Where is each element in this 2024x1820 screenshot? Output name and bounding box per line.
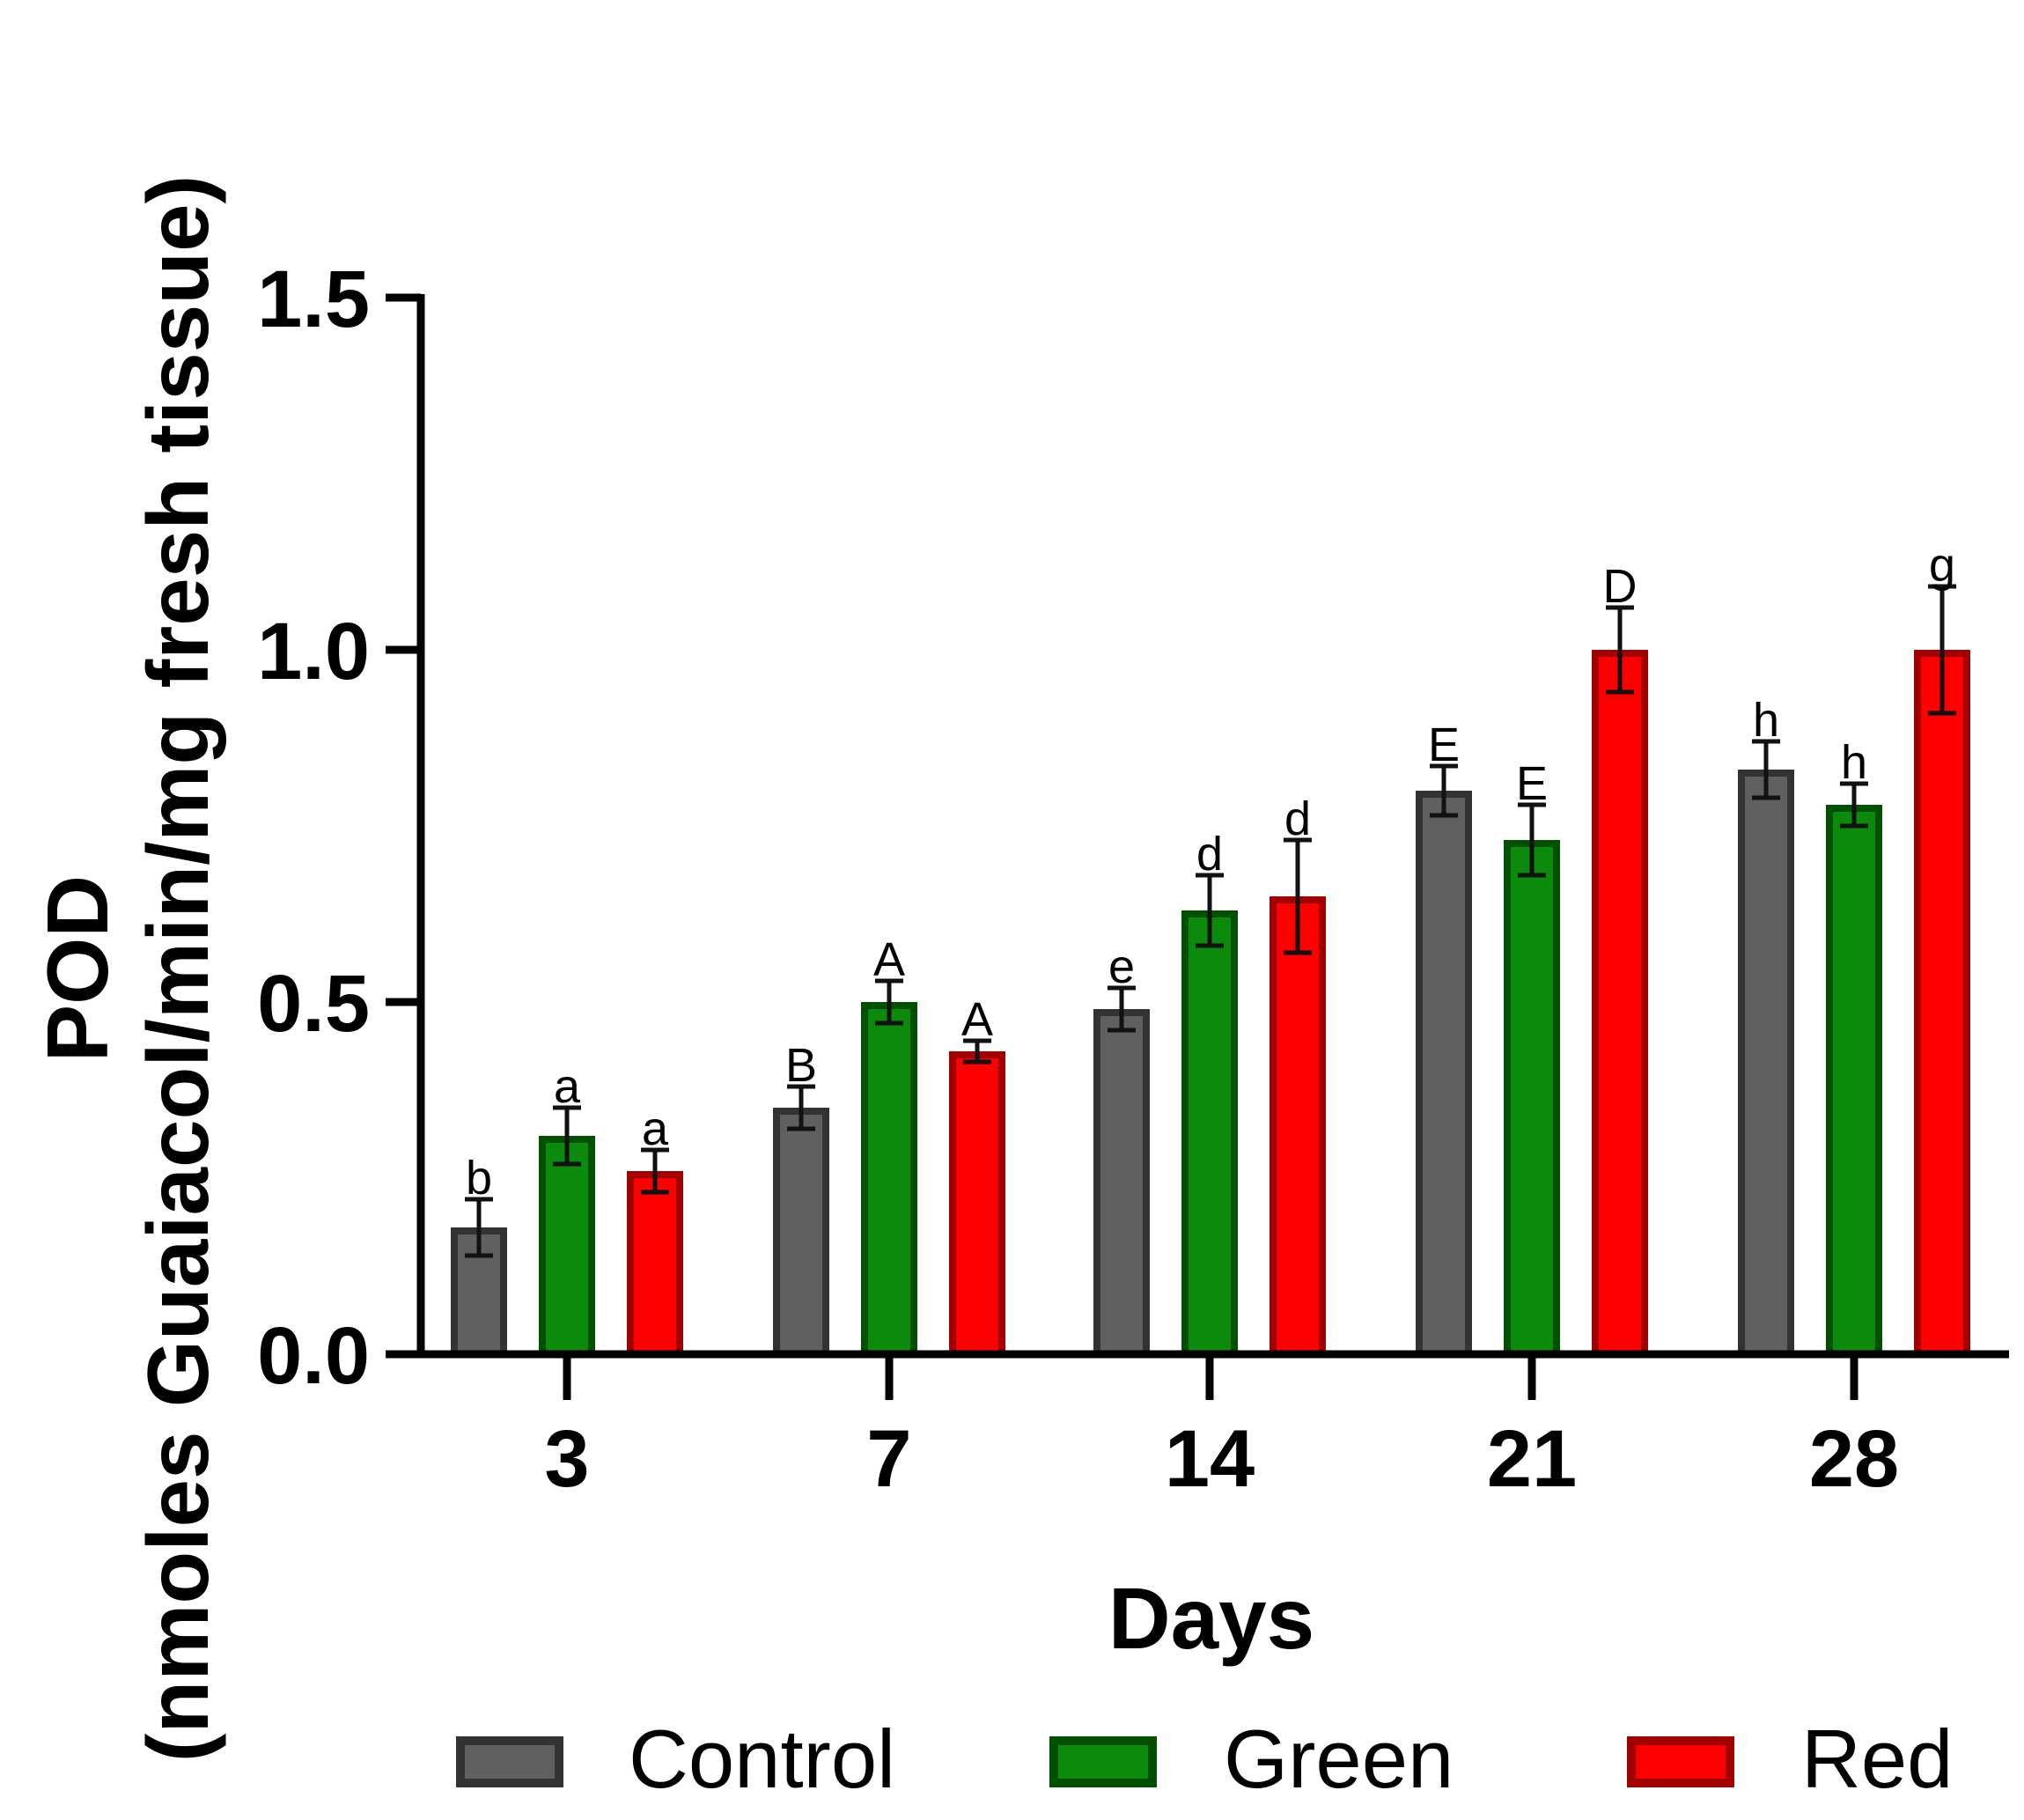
error-bar-control-day-21 xyxy=(1430,763,1458,818)
error-bar-red-day-3 xyxy=(641,1147,669,1195)
error-bar-control-day-28 xyxy=(1752,739,1780,800)
labels-layer: b Be E h a Ad E h a Ad D g xyxy=(466,539,1955,1205)
x-tick-label-28: 28 xyxy=(1809,1414,1899,1504)
significance-label-red-day-21: D xyxy=(1603,560,1638,613)
legend-label-green: Green xyxy=(1224,1713,1454,1805)
y-axis-title-line-2: (nmoles Guaiacol/min/mg fresh tissue) xyxy=(129,175,226,1763)
y-axis-title: POD(nmoles Guaiacol/min/mg fresh tissue) xyxy=(29,175,226,1763)
error-bar-red-day-14 xyxy=(1284,837,1312,955)
legend: Control Green Red xyxy=(456,1713,1953,1805)
x-tick-label-7: 7 xyxy=(866,1414,911,1504)
legend-swatch-red xyxy=(1627,1736,1734,1787)
error-bar-green-day-14 xyxy=(1196,873,1224,948)
significance-label-red-day-3: a xyxy=(642,1102,669,1155)
bar-red-day-28 xyxy=(1914,650,1970,1358)
y-tick-label-1.5: 1.5 xyxy=(257,254,370,344)
error-bar-control-day-7 xyxy=(787,1084,815,1131)
legend-item-control: Control xyxy=(456,1713,895,1805)
bar-red-day-3 xyxy=(627,1171,683,1358)
y-tick-label-0.5: 0.5 xyxy=(257,959,370,1049)
x-tick-label-3: 3 xyxy=(544,1414,589,1504)
significance-label-red-day-28: g xyxy=(1929,539,1955,592)
significance-label-green-day-21: E xyxy=(1516,757,1548,810)
significance-label-control-day-14: e xyxy=(1108,940,1135,993)
significance-label-control-day-7: B xyxy=(785,1039,817,1092)
y-tick-label-0.0: 0.0 xyxy=(257,1311,370,1401)
bar-control-day-14 xyxy=(1093,1009,1150,1358)
legend-label-red: Red xyxy=(1801,1713,1953,1805)
error-bar-green-day-21 xyxy=(1518,802,1546,878)
legend-swatch-control xyxy=(456,1736,563,1787)
significance-label-control-day-21: E xyxy=(1428,718,1460,771)
significance-label-green-day-14: d xyxy=(1196,828,1223,881)
error-bar-red-day-28 xyxy=(1928,584,1956,716)
bar-control-day-7 xyxy=(773,1108,829,1358)
axes-layer: 0.0 0.5 1.0 1.5 3 7 14 21 28 Days POD(nmoles Guaia… xyxy=(29,175,2009,1763)
y-tick-label-1.0: 1.0 xyxy=(257,607,370,696)
x-axis-title: Days xyxy=(1108,1570,1314,1667)
significance-label-red-day-14: d xyxy=(1284,792,1311,845)
bar-red-day-14 xyxy=(1270,896,1326,1358)
error-bar-green-day-7 xyxy=(875,978,903,1026)
bar-green-day-7 xyxy=(861,1002,917,1358)
bars-layer xyxy=(451,584,1970,1358)
bar-green-day-21 xyxy=(1504,840,1560,1358)
error-bar-green-day-3 xyxy=(553,1105,581,1167)
legend-swatch-green xyxy=(1049,1736,1157,1787)
error-bar-green-day-28 xyxy=(1840,781,1868,829)
error-bar-control-day-3 xyxy=(465,1197,493,1258)
bar-red-day-21 xyxy=(1592,650,1648,1358)
legend-item-green: Green xyxy=(1049,1713,1454,1805)
y-axis-title-line-1: POD xyxy=(29,875,126,1062)
significance-label-red-day-7: A xyxy=(961,993,993,1046)
x-tick-label-14: 14 xyxy=(1165,1414,1255,1504)
significance-label-green-day-3: a xyxy=(554,1060,581,1113)
significance-label-control-day-3: b xyxy=(466,1152,492,1205)
legend-label-control: Control xyxy=(629,1713,895,1805)
error-bar-control-day-14 xyxy=(1108,985,1136,1033)
significance-label-control-day-28: h xyxy=(1753,694,1779,747)
bar-red-day-7 xyxy=(949,1051,1005,1358)
error-bar-red-day-7 xyxy=(963,1038,991,1065)
bar-green-day-3 xyxy=(539,1136,595,1358)
bar-control-day-28 xyxy=(1738,770,1794,1358)
bar-green-day-14 xyxy=(1181,910,1238,1358)
bar-control-day-21 xyxy=(1416,791,1472,1358)
significance-label-green-day-7: A xyxy=(873,933,905,986)
bar-green-day-28 xyxy=(1826,805,1882,1358)
significance-label-green-day-28: h xyxy=(1841,736,1867,789)
error-bar-red-day-21 xyxy=(1606,605,1634,695)
x-tick-label-21: 21 xyxy=(1487,1414,1577,1504)
legend-item-red: Red xyxy=(1627,1713,1953,1805)
